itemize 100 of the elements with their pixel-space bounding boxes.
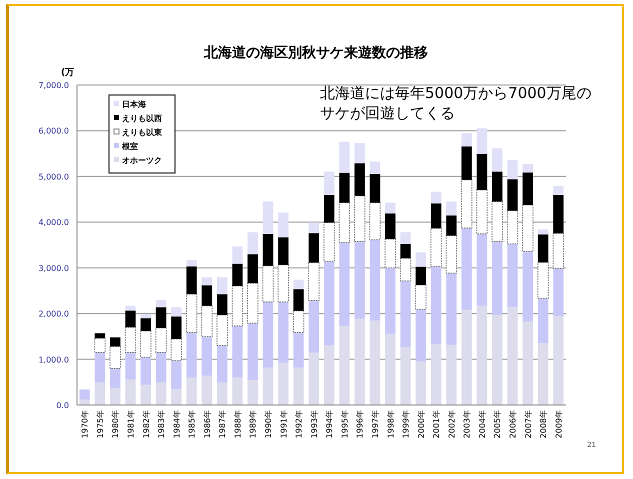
bar <box>248 254 258 284</box>
bar <box>400 347 411 405</box>
bar <box>522 172 533 205</box>
bar <box>202 277 212 286</box>
bar <box>170 338 182 362</box>
bar <box>553 194 564 234</box>
bar <box>400 280 411 348</box>
bar <box>94 333 106 338</box>
x-tick-label: 1985年 <box>188 410 197 438</box>
x-tick-label: 1998年 <box>386 410 396 438</box>
bar <box>262 265 274 302</box>
bar <box>232 264 243 286</box>
bar <box>156 307 166 328</box>
bar <box>155 328 167 353</box>
bar <box>293 368 304 405</box>
bar <box>339 172 350 203</box>
legend-label: えりも以東 <box>122 128 163 137</box>
bar <box>186 294 198 333</box>
bar <box>186 260 197 266</box>
bar <box>461 228 472 310</box>
x-tick-label: 1982年 <box>142 410 151 438</box>
bar <box>476 234 488 306</box>
bar <box>125 352 136 380</box>
x-tick-label: 2009年 <box>554 410 564 438</box>
bar <box>171 307 182 317</box>
x-tick-label: 1980年 <box>111 410 120 438</box>
bar <box>400 244 411 258</box>
bar <box>384 238 396 268</box>
bar <box>354 318 365 405</box>
bar <box>522 164 533 173</box>
bar <box>476 306 488 405</box>
bar <box>538 234 548 262</box>
bar <box>186 378 197 405</box>
x-tick-label: 1992年 <box>294 410 304 438</box>
bar <box>492 314 502 405</box>
bar <box>538 298 548 344</box>
bar <box>110 337 120 346</box>
bar <box>202 376 212 405</box>
bar <box>416 252 426 267</box>
chart-title: 北海道の海区別秋サケ来遊数の推移 <box>203 45 428 61</box>
bar <box>292 310 304 333</box>
bar <box>430 266 442 344</box>
bar <box>553 316 564 405</box>
x-tick-label: 2001年 <box>432 410 442 438</box>
bar <box>262 368 274 405</box>
bar <box>186 332 197 378</box>
annotation: 北海道には毎年5000万から7000万尾のサケが回遊してくる <box>320 83 592 123</box>
bar <box>492 148 502 172</box>
bar <box>416 309 426 362</box>
bar <box>338 202 350 243</box>
bar <box>308 352 320 405</box>
bar <box>461 310 472 405</box>
bar <box>262 234 274 266</box>
x-tick-label: 2002年 <box>447 410 456 438</box>
bar <box>124 326 136 353</box>
x-tick-label: 1997年 <box>370 410 380 438</box>
bar <box>308 233 320 263</box>
bar <box>140 330 152 358</box>
bar <box>430 203 442 228</box>
bar <box>522 322 533 405</box>
bar <box>537 262 549 299</box>
bar <box>293 280 304 290</box>
x-tick-label: 1986年 <box>202 410 212 438</box>
x-tick-label: 1995年 <box>340 410 350 438</box>
bar <box>110 368 120 388</box>
y-tick-label: 1,000.0 <box>38 355 69 364</box>
bar <box>476 154 488 190</box>
bar <box>216 346 228 383</box>
legend-label: 日本海 <box>122 100 146 109</box>
x-tick-label: 1984年 <box>172 410 182 438</box>
bar <box>354 195 366 242</box>
bar <box>492 172 502 202</box>
bar <box>324 345 334 405</box>
bar <box>79 400 90 405</box>
bar <box>248 232 258 254</box>
bar <box>278 302 288 363</box>
bar <box>171 389 182 405</box>
y-axis-title: (万 <box>61 68 74 78</box>
bar <box>400 258 412 282</box>
bar <box>278 237 288 265</box>
bar <box>232 246 243 264</box>
bar <box>308 300 320 353</box>
bar <box>110 346 121 369</box>
bar <box>232 326 243 378</box>
bar <box>522 204 534 252</box>
bar <box>339 242 350 326</box>
bar <box>308 222 320 234</box>
bar <box>262 302 274 368</box>
bar <box>262 201 274 234</box>
bar <box>507 160 518 180</box>
bar <box>506 210 518 244</box>
x-tick-label: 2006年 <box>508 410 518 438</box>
x-tick-label: 1989年 <box>248 410 258 438</box>
bar <box>293 332 304 368</box>
bar <box>476 128 488 154</box>
bar <box>430 228 442 267</box>
bar <box>216 294 228 315</box>
bar <box>140 384 151 405</box>
bar <box>140 318 151 331</box>
bar <box>354 143 365 164</box>
